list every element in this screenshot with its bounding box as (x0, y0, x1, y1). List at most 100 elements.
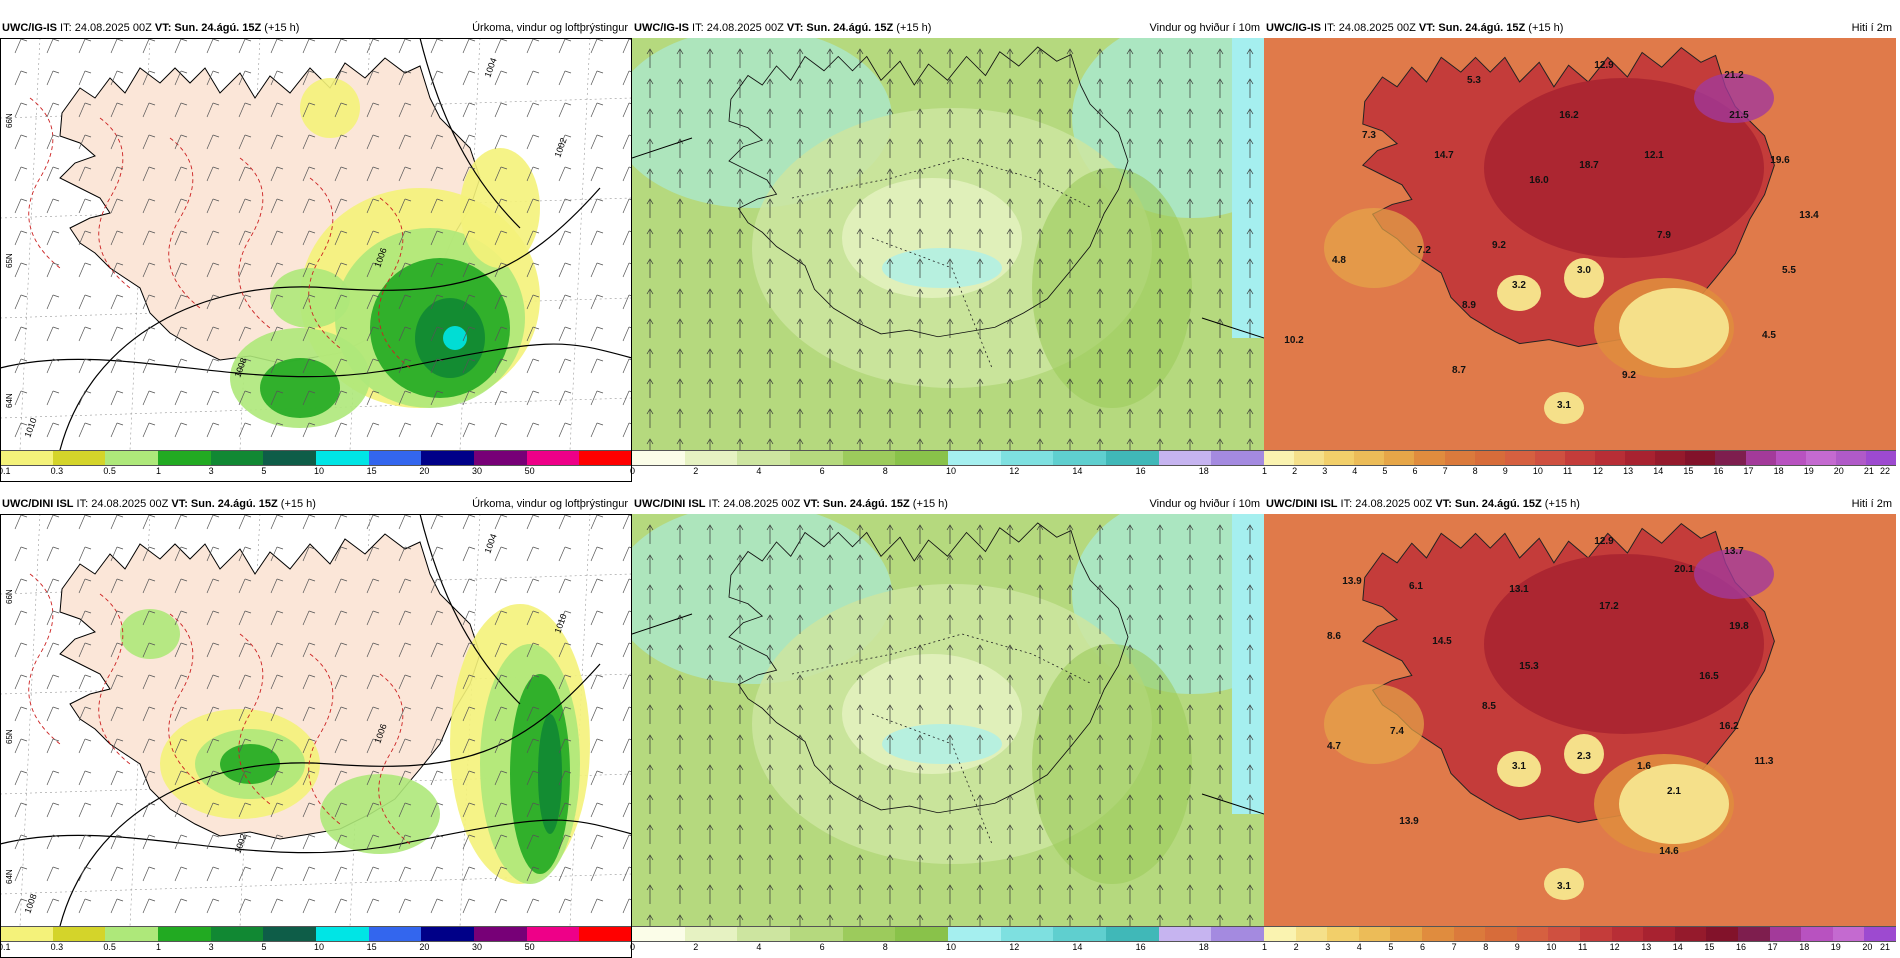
colorbar-swatch (474, 451, 527, 465)
latitude-label: 65N (5, 729, 14, 744)
lead-time: (+15 h) (909, 498, 948, 510)
colorbar-tick-label: 16 (1135, 942, 1146, 952)
temperature-value: 12.9 (1594, 60, 1614, 71)
panel-header: UWC/IG-IS IT: 24.08.2025 00Z VT: Sun. 24… (632, 18, 1264, 38)
temperature-value: 9.2 (1622, 370, 1636, 381)
colorbar-swatch (421, 451, 475, 465)
colorbar-swatch (1706, 927, 1738, 941)
colorbar-swatch (316, 927, 369, 941)
colorbar-swatch (158, 927, 211, 941)
valid-time: Sun. 24.ágú. 15Z (822, 498, 910, 510)
colorbar-tick-label: 7 (1451, 942, 1457, 952)
colorbar-tick-label: 20 (1833, 466, 1844, 476)
colorbar-tick-label: 13 (1641, 942, 1652, 952)
colorbar-tick-label: 8 (1472, 466, 1478, 476)
colorbar-swatch (1000, 451, 1054, 465)
temperature-value: 12.9 (1594, 536, 1614, 547)
colorbar-tick-label: 10 (946, 466, 957, 476)
temperature-value: 4.5 (1762, 330, 1776, 341)
valid-time: Sun. 24.ágú. 15Z (190, 498, 278, 510)
wind-panel-top: UWC/IG-IS IT: 24.08.2025 00Z VT: Sun. 24… (630, 18, 1265, 478)
temperature-value: 2.3 (1577, 751, 1591, 762)
colorbar-swatch (52, 927, 106, 941)
temp-map: 12.9 13.7 20.1 13.9 6.1 13.1 17.2 19.8 8.6 14.5 15… (1264, 514, 1896, 926)
colorbar-tick-label: 4 (1356, 942, 1362, 952)
colorbar-tick-label: 50 (524, 942, 535, 952)
temperature-value: 14.7 (1434, 150, 1454, 161)
colorbar-tick-label: 15 (366, 466, 377, 476)
colorbar-tick-label: 0 (630, 466, 636, 476)
colorbar-tick-label: 2 (1292, 466, 1298, 476)
colorbar-swatch (1805, 451, 1836, 465)
colorbar-swatch (1106, 451, 1159, 465)
latitude-label: 65N (5, 253, 14, 268)
temperature-value: 13.7 (1724, 546, 1744, 557)
colorbar-swatch (1534, 451, 1565, 465)
colorbar-tick-label: 20 (1862, 942, 1873, 952)
temperature-value: 5.3 (1467, 75, 1481, 86)
lead-time: (+15 h) (261, 22, 300, 34)
colorbar-swatch (1715, 451, 1746, 465)
temperature-value: 9.2 (1492, 240, 1506, 251)
precip-colorbar-ticks: 0.1 0.3 0.5 1 3 5 10 15 20 30 50 (0, 466, 632, 478)
temperature-value: 13.9 (1342, 576, 1362, 587)
colorbar-tick-label: 0.5 (103, 466, 116, 476)
temperature-value: 14.5 (1432, 636, 1452, 647)
colorbar-tick-label: 30 (472, 942, 483, 952)
model-name: UWC/IG-IS (1266, 22, 1321, 34)
colorbar-tick-label: 6 (1420, 942, 1426, 952)
colorbar-tick-label: 15 (366, 942, 377, 952)
valid-time: Sun. 24.ágú. 15Z (1438, 22, 1526, 34)
colorbar-swatch (1295, 927, 1328, 941)
colorbar-swatch (1474, 451, 1505, 465)
colorbar-swatch (1548, 927, 1580, 941)
colorbar-tick-label: 10 (1546, 942, 1557, 952)
colorbar-swatch (895, 451, 949, 465)
colorbar-tick-label: 14 (1072, 942, 1083, 952)
colorbar-swatch (474, 927, 527, 941)
latitude-label: 64N (5, 869, 14, 884)
colorbar-swatch (1421, 927, 1454, 941)
colorbar-tick-label: 0.1 (0, 466, 11, 476)
colorbar-swatch (52, 451, 106, 465)
colorbar-swatch (1801, 927, 1833, 941)
colorbar-tick-label: 18 (1773, 466, 1784, 476)
temperature-value: 4.8 (1332, 255, 1346, 266)
temperature-value: 3.2 (1512, 280, 1526, 291)
colorbar-tick-label: 21 (1863, 466, 1874, 476)
colorbar-swatch (1769, 927, 1802, 941)
colorbar-swatch (1414, 451, 1445, 465)
temperature-value: 8.5 (1482, 701, 1496, 712)
colorbar-tick-label: 14 (1672, 942, 1683, 952)
colorbar-tick-label: 17 (1743, 466, 1754, 476)
colorbar-swatch (1358, 927, 1391, 941)
temperature-value: 18.7 (1579, 160, 1599, 171)
colorbar-swatch (948, 451, 1001, 465)
colorbar-swatch (842, 927, 896, 941)
temperature-value: 7.4 (1390, 726, 1404, 737)
wind-colorbar (632, 450, 1265, 466)
colorbar-tick-label: 1 (1262, 942, 1268, 952)
colorbar-tick-label: 14 (1653, 466, 1664, 476)
colorbar-tick-label: 17 (1767, 942, 1778, 952)
colorbar-swatch (1685, 451, 1716, 465)
colorbar-swatch (1444, 451, 1475, 465)
colorbar-swatch (526, 927, 580, 941)
colorbar-swatch (1643, 927, 1675, 941)
temperature-value: 16.2 (1559, 110, 1579, 121)
init-time: IT: 24.08.2025 00Z (57, 22, 155, 34)
temp-map: 12.9 5.3 21.2 16.2 21.5 7.3 14.7 18.7 12.1 16.0 19… (1264, 38, 1896, 450)
temp-colorbar (1264, 926, 1896, 942)
colorbar-swatch (1595, 451, 1626, 465)
colorbar-tick-label: 10 (1532, 466, 1543, 476)
colorbar-tick-label: 9 (1514, 942, 1520, 952)
colorbar-swatch (579, 927, 633, 941)
colorbar-tick-label: 18 (1198, 942, 1209, 952)
colorbar-tick-label: 2 (1293, 942, 1299, 952)
lead-time: (+15 h) (277, 498, 316, 510)
panel-header: UWC/IG-IS IT: 24.08.2025 00Z VT: Sun. 24… (1264, 18, 1896, 38)
lead-time: (+15 h) (1541, 498, 1580, 510)
temperature-value: 16.5 (1699, 671, 1719, 682)
colorbar-swatch (1158, 927, 1212, 941)
